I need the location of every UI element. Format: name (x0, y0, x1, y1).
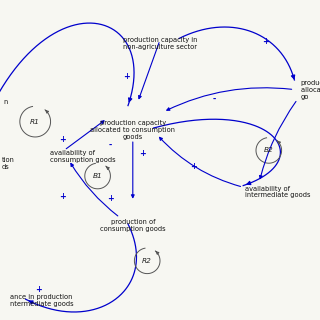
Text: B2: B2 (264, 148, 274, 153)
Text: availability of
consumption goods: availability of consumption goods (50, 150, 115, 163)
Text: ance in production
ntermediate goods: ance in production ntermediate goods (10, 294, 73, 307)
Text: production capacity
allocated to consumption
goods: production capacity allocated to consump… (90, 120, 175, 140)
Text: production of
consumption goods: production of consumption goods (100, 219, 166, 232)
Text: production
allocated to
go: production allocated to go (301, 80, 320, 100)
Text: R1: R1 (30, 119, 40, 124)
Text: n: n (3, 100, 7, 105)
Text: R2: R2 (142, 258, 152, 264)
Text: -: - (109, 141, 112, 150)
Text: availability of
intermediate goods: availability of intermediate goods (245, 186, 310, 198)
Text: +: + (35, 285, 42, 294)
Text: production capacity in
non-agriculture sector: production capacity in non-agriculture s… (123, 37, 197, 50)
Text: -: - (213, 95, 216, 104)
Text: +: + (59, 192, 66, 201)
Text: +: + (262, 37, 269, 46)
Text: +: + (123, 72, 130, 81)
Text: tion
ds: tion ds (2, 157, 14, 170)
Text: B1: B1 (93, 173, 102, 179)
Text: +: + (139, 149, 146, 158)
Text: +: + (190, 162, 197, 171)
Text: +: + (107, 194, 114, 203)
Text: +: + (59, 135, 66, 144)
